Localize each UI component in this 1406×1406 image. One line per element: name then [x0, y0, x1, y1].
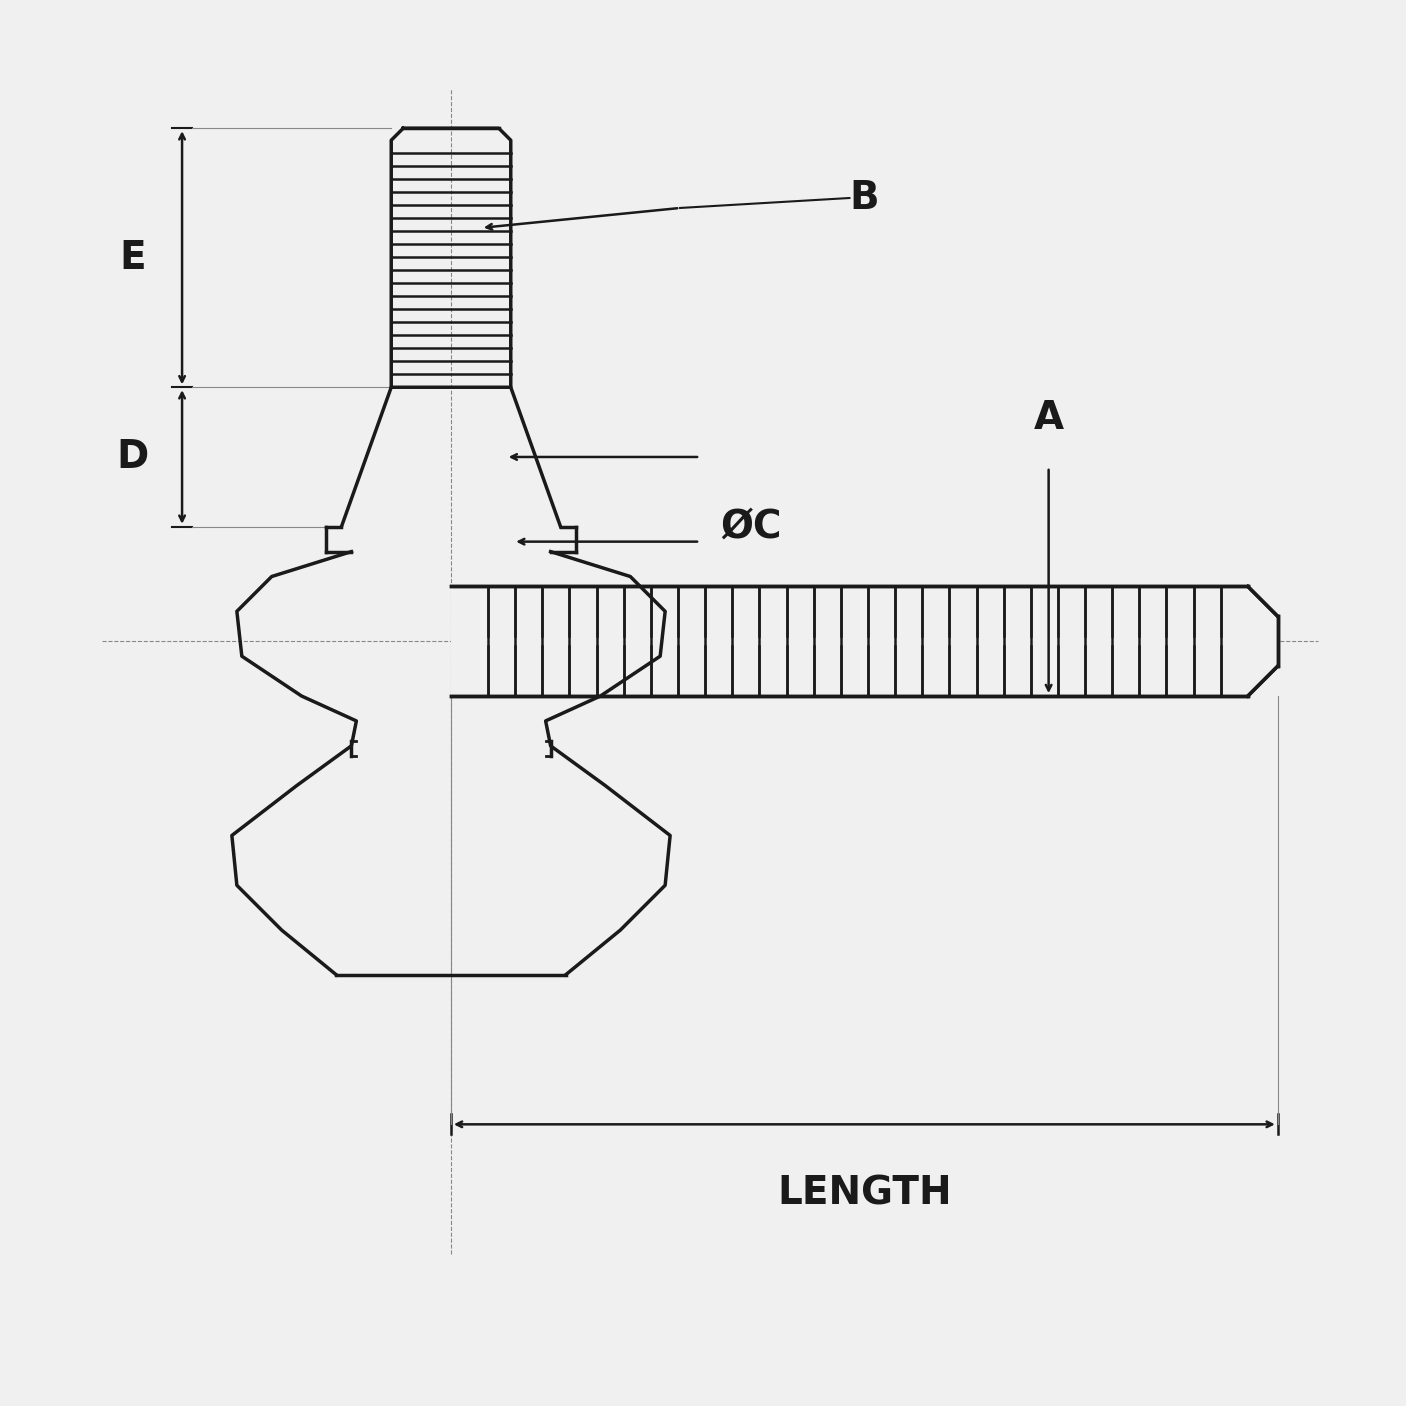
- Text: E: E: [120, 239, 146, 277]
- Text: B: B: [849, 179, 879, 217]
- Text: LENGTH: LENGTH: [778, 1174, 952, 1212]
- Text: A: A: [1033, 399, 1064, 437]
- Text: D: D: [117, 439, 149, 477]
- Bar: [451, 586, 1278, 696]
- Text: ØC: ØC: [720, 508, 782, 546]
